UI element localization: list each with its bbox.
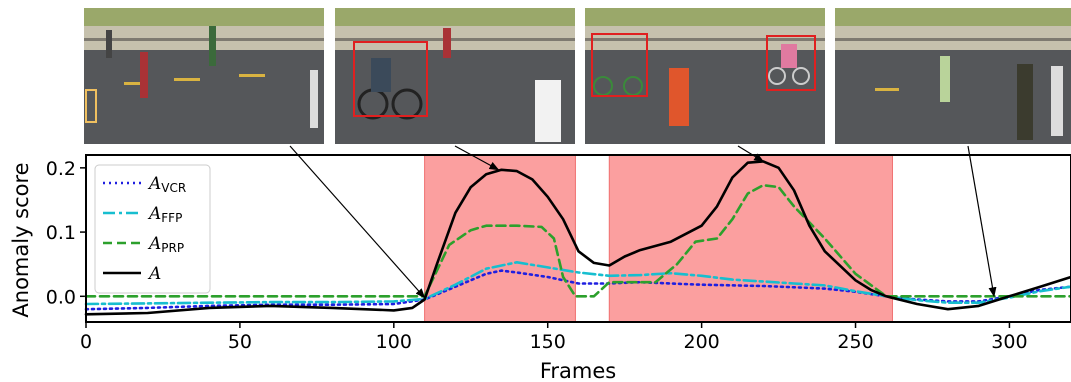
annotation-arrow-4: [967, 145, 997, 298]
annotation-arrow-3: [737, 145, 765, 162]
anomaly-region-1: [424, 154, 576, 323]
thumbnail-frame-1: [84, 8, 324, 144]
series-line-prp: [84, 183, 1071, 298]
annotation-arrow-2: [454, 145, 500, 171]
x-tick-label: 300: [991, 331, 1027, 353]
x-tick-label: 150: [530, 331, 566, 353]
x-tick-label: 50: [228, 331, 252, 353]
y-tick-label: 0.0: [46, 286, 76, 308]
y-tick-label: 0.2: [46, 158, 76, 180]
thumbnail-frame-2: [335, 8, 575, 144]
legend-label-a: A: [147, 264, 161, 284]
anomaly-region-2: [608, 154, 893, 323]
thumbnail-frame-4: [835, 8, 1071, 144]
thumbnail-4-scene: [835, 8, 1071, 144]
thumbnail-1-scene: [84, 8, 324, 144]
series-line-ffp: [84, 260, 1071, 306]
x-axis-label: Frames: [540, 359, 616, 382]
y-axis-label: Anomaly score: [9, 162, 33, 317]
x-tick-label: 250: [837, 331, 873, 353]
legend-box: [94, 164, 211, 294]
thumbnail-3-scene: [585, 8, 825, 144]
thumbnail-frame-3: [585, 8, 825, 144]
x-tick-label: 100: [376, 331, 412, 353]
thumbnail-2-scene: [335, 8, 575, 144]
y-tick-label: 0.1: [46, 222, 76, 244]
annotation-arrow-1: [289, 145, 426, 299]
x-tick-label: 0: [80, 331, 92, 353]
plot-frame: [85, 154, 1071, 323]
x-tick-label: 200: [683, 331, 719, 353]
series-line-a: [84, 160, 1071, 316]
